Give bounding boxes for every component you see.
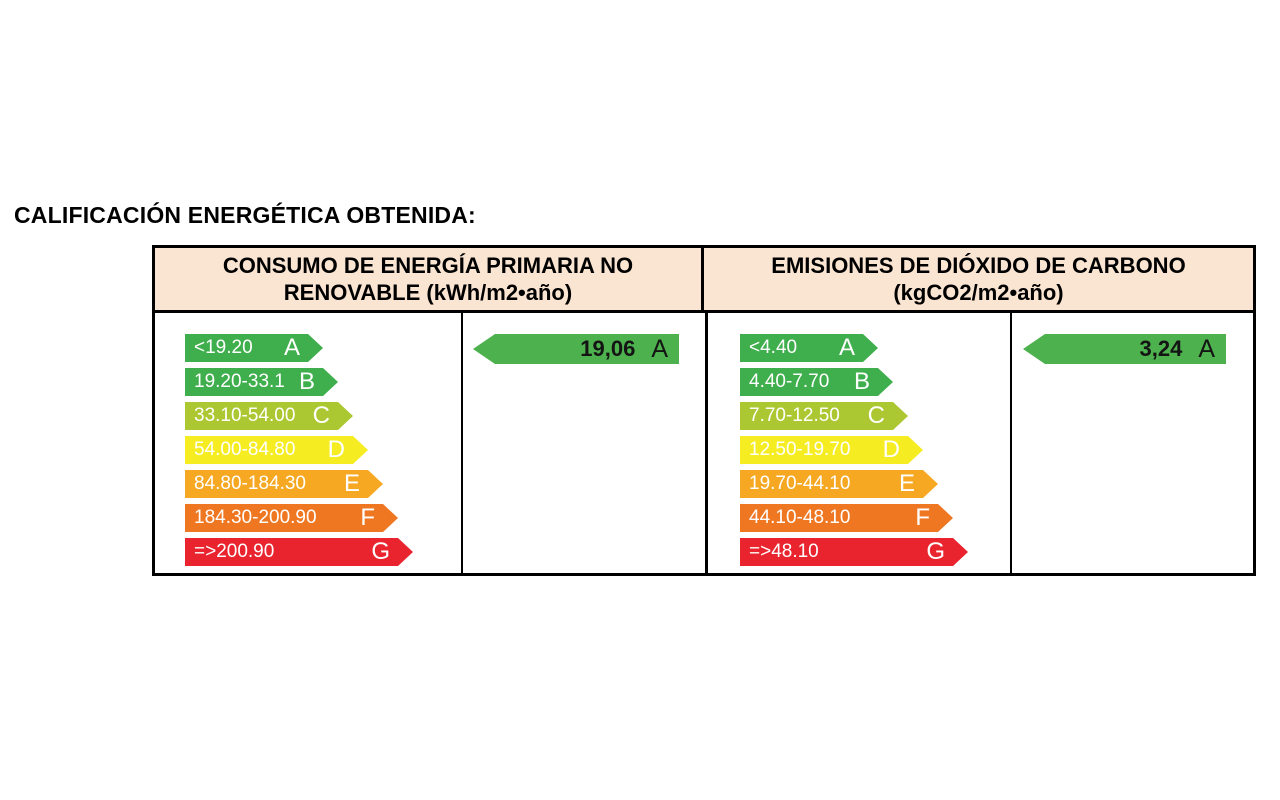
rating-bar-body: 19.20-33.1 B [185,368,323,396]
rating-letter: C [867,402,885,429]
left-arrow-tip-icon [1023,334,1045,364]
scale-consumo: <19.20 A 19.20-33.1 B 33.10-54.00 [155,313,463,573]
table-body-row: <19.20 A 19.20-33.1 B 33.10-54.00 [155,313,1253,573]
header-emisiones-co2: EMISIONES DE DIÓXIDO DE CARBONO (kgCO2/m… [704,248,1253,310]
rating-range-label: 184.30-200.90 [194,507,317,528]
rating-bar: 184.30-200.90 F [185,504,461,532]
result-letter: A [651,334,668,363]
rating-bar: <4.40 A [740,334,1010,362]
rating-range-label: 84.80-184.30 [194,473,306,494]
rating-bar: 7.70-12.50 C [740,402,1010,430]
rating-bar: =>48.10 G [740,538,1010,566]
result-arrow-body: 3,24 A [1045,334,1226,364]
rating-letter: C [312,402,330,429]
rating-bar-body: 4.40-7.70 B [740,368,878,396]
rating-range-label: <4.40 [749,337,798,358]
result-arrow: 3,24 A [1023,334,1253,364]
arrow-tip-icon [938,504,953,532]
rating-bar-body: 54.00-84.80 D [185,436,353,464]
rating-letter: F [915,504,930,531]
arrow-tip-icon [383,504,398,532]
rating-letter: D [882,436,900,463]
rating-bar: 19.20-33.1 B [185,368,461,396]
table-header-row: CONSUMO DE ENERGÍA PRIMARIA NO RENOVABLE… [155,248,1253,313]
result-value: 3,24 [1139,336,1183,361]
rating-range-label: 19.20-33.1 [194,371,285,392]
result-value: 19,06 [580,336,636,361]
rating-range-label: 12.50-19.70 [749,439,851,460]
rating-bar: <19.20 A [185,334,461,362]
arrow-tip-icon [338,402,353,430]
arrow-tip-icon [893,402,908,430]
arrow-tip-icon [308,334,323,362]
rating-range-label: 54.00-84.80 [194,439,296,460]
rating-letter: G [926,538,945,565]
rating-letter: F [360,504,375,531]
rating-bar: 12.50-19.70 D [740,436,1010,464]
arrow-tip-icon [953,538,968,566]
rating-range-label: 7.70-12.50 [749,405,840,426]
rating-letter: D [327,436,345,463]
page-title: CALIFICACIÓN ENERGÉTICA OBTENIDA: [14,202,476,228]
arrow-tip-icon [353,436,368,464]
rating-bar: 33.10-54.00 C [185,402,461,430]
arrow-tip-icon [368,470,383,498]
rating-bar: =>200.90 G [185,538,461,566]
rating-range-label: =>200.90 [194,541,275,562]
rating-bar-body: <19.20 A [185,334,308,362]
rating-letter: G [371,538,390,565]
rating-bar-body: <4.40 A [740,334,863,362]
result-consumo: 19,06 A [463,313,708,573]
result-emisiones: 3,24 A [1012,313,1253,573]
rating-range-label: <19.20 [194,337,253,358]
rating-range-label: =>48.10 [749,541,819,562]
rating-table: CONSUMO DE ENERGÍA PRIMARIA NO RENOVABLE… [152,245,1256,576]
rating-bar: 44.10-48.10 F [740,504,1010,532]
left-arrow-tip-icon [473,334,495,364]
rating-letter: B [853,368,870,395]
arrow-tip-icon [323,368,338,396]
arrow-tip-icon [878,368,893,396]
result-arrow-body: 19,06 A [495,334,679,364]
rating-bar-body: 33.10-54.00 C [185,402,338,430]
result-arrow: 19,06 A [473,334,705,364]
rating-bar: 84.80-184.30 E [185,470,461,498]
rating-bar-body: =>200.90 G [185,538,398,566]
rating-bar-body: 19.70-44.10 E [740,470,923,498]
rating-letter: E [343,470,360,497]
rating-letter: A [283,334,300,361]
header-consumo-energia: CONSUMO DE ENERGÍA PRIMARIA NO RENOVABLE… [155,248,704,310]
rating-bar-body: 12.50-19.70 D [740,436,908,464]
arrow-tip-icon [398,538,413,566]
arrow-tip-icon [863,334,878,362]
arrow-tip-icon [923,470,938,498]
arrow-tip-icon [908,436,923,464]
rating-bar-body: 44.10-48.10 F [740,504,938,532]
rating-bar-body: =>48.10 G [740,538,953,566]
rating-range-label: 4.40-7.70 [749,371,830,392]
rating-range-label: 44.10-48.10 [749,507,851,528]
scale-emisiones: <4.40 A 4.40-7.70 B 7.70-12.50 [708,313,1012,573]
rating-letter: B [298,368,315,395]
rating-range-label: 19.70-44.10 [749,473,851,494]
rating-bar: 19.70-44.10 E [740,470,1010,498]
rating-letter: E [898,470,915,497]
result-letter: A [1198,334,1215,363]
rating-bar-body: 84.80-184.30 E [185,470,368,498]
rating-bar: 54.00-84.80 D [185,436,461,464]
rating-range-label: 33.10-54.00 [194,405,296,426]
rating-letter: A [838,334,855,361]
rating-bar-body: 7.70-12.50 C [740,402,893,430]
rating-bar-body: 184.30-200.90 F [185,504,383,532]
rating-bar: 4.40-7.70 B [740,368,1010,396]
